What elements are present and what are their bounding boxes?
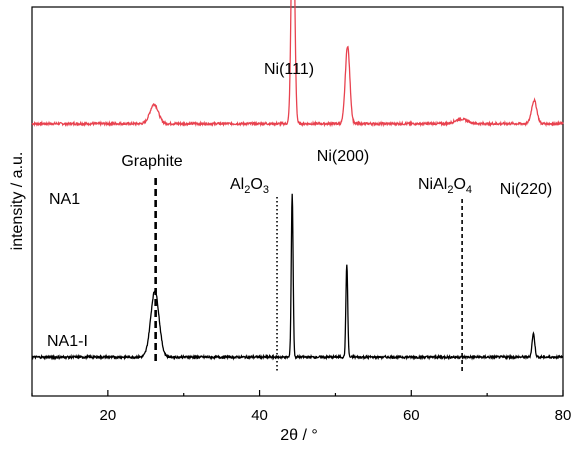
x-tick-label: 40 xyxy=(251,407,268,424)
plot-frame xyxy=(31,6,564,397)
label-al2o3: Al2O3 xyxy=(230,176,269,196)
series-line-1 xyxy=(31,193,564,361)
label-nial2o4: NiAl2O4 xyxy=(418,176,472,196)
x-tick-label: 80 xyxy=(555,407,572,424)
x-tick-label: 20 xyxy=(100,407,117,424)
x-tick-label: 60 xyxy=(403,407,420,424)
label-ni220: Ni(220) xyxy=(500,181,552,198)
series-layer xyxy=(31,0,564,361)
label-graphite: Graphite xyxy=(121,153,182,170)
reference-lines xyxy=(154,178,463,372)
label-ni111: Ni(111) xyxy=(264,61,314,78)
series-label-na1-i: NA1-I xyxy=(47,333,88,350)
x-ticks: 20 40 60 80 xyxy=(31,390,572,424)
label-ni200: Ni(200) xyxy=(317,148,369,165)
x-axis-label: 2θ / ° xyxy=(280,427,318,444)
y-axis-label: intensity / a.u. xyxy=(9,152,26,251)
series-label-na1: NA1 xyxy=(49,191,80,208)
series-line-0 xyxy=(31,0,564,128)
